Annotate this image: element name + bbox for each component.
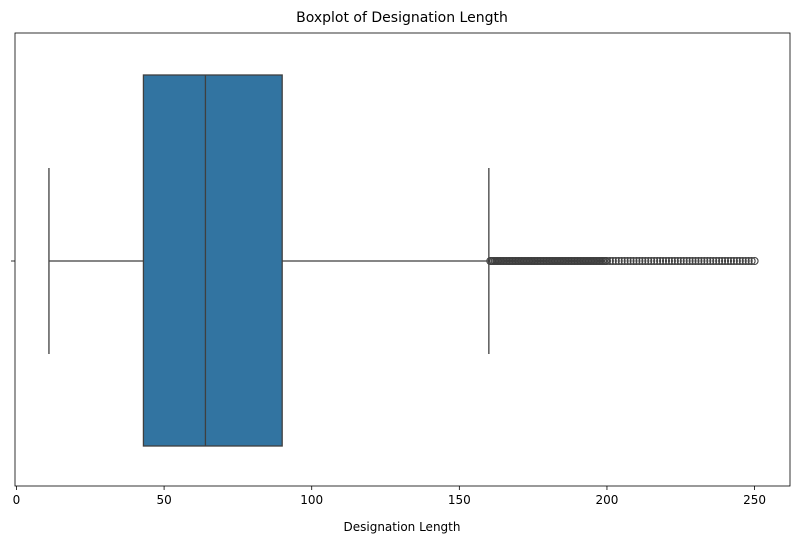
outlier-point xyxy=(741,256,750,266)
outlier-point xyxy=(729,256,738,266)
outlier-point xyxy=(611,256,620,266)
x-tick-label: 0 xyxy=(13,493,21,507)
iqr-box xyxy=(142,74,283,447)
x-tick-label: 200 xyxy=(595,493,618,507)
x-tick-label: 100 xyxy=(300,493,323,507)
outlier-point xyxy=(700,256,709,266)
outlier-point xyxy=(720,256,730,266)
outlier-point xyxy=(658,256,668,266)
outlier-point xyxy=(608,256,617,266)
outlier-point xyxy=(617,256,626,266)
outlier-point xyxy=(620,256,629,266)
outlier-point xyxy=(632,256,641,266)
outlier-point xyxy=(691,256,700,266)
outlier-point xyxy=(623,256,632,266)
outlier-point xyxy=(715,256,724,266)
outlier-point xyxy=(697,256,706,266)
outlier-point xyxy=(747,256,756,266)
outlier-point xyxy=(605,256,614,266)
outlier-point xyxy=(602,256,612,266)
outlier-point xyxy=(650,256,659,266)
outlier-point xyxy=(682,256,691,266)
outlier-point xyxy=(706,256,715,266)
outlier-point xyxy=(629,256,638,266)
outlier-point xyxy=(626,256,635,266)
outlier-point xyxy=(661,256,671,266)
x-axis-label: Designation Length xyxy=(344,520,461,534)
outlier-point xyxy=(614,256,623,266)
outlier-point xyxy=(664,256,674,266)
outlier-point xyxy=(676,256,685,266)
outlier-point xyxy=(670,256,679,266)
outlier-point xyxy=(735,256,744,266)
axes-frame xyxy=(14,32,791,487)
outlier-point xyxy=(635,256,644,266)
outlier-point xyxy=(750,256,759,266)
outlier-point xyxy=(688,256,697,266)
outlier-point xyxy=(703,256,712,266)
outlier-point xyxy=(679,256,688,266)
outlier-point xyxy=(656,256,665,266)
outlier-point xyxy=(694,256,703,266)
outlier-point xyxy=(712,256,721,266)
x-tick-label: 50 xyxy=(156,493,171,507)
x-tick-label: 150 xyxy=(448,493,471,507)
outlier-point xyxy=(667,256,676,266)
outlier-point xyxy=(723,256,733,266)
plot-area xyxy=(48,74,759,447)
outlier-point xyxy=(644,256,653,266)
x-tick-label: 250 xyxy=(743,493,766,507)
outlier-point xyxy=(709,256,718,266)
outlier-point xyxy=(685,256,694,266)
outlier-point xyxy=(673,256,682,266)
outlier-point xyxy=(718,256,727,266)
outlier-point xyxy=(738,256,747,266)
chart-title: Boxplot of Designation Length xyxy=(296,10,508,26)
outlier-point xyxy=(653,256,662,266)
outlier-point xyxy=(638,256,647,266)
outlier-point xyxy=(732,256,741,266)
outlier-point xyxy=(641,256,650,266)
outlier-point xyxy=(647,256,656,266)
outlier-points xyxy=(486,256,759,266)
x-axis-ticks: 0 50 100 150 200 250 xyxy=(13,486,766,507)
outlier-point xyxy=(744,256,753,266)
outlier-point xyxy=(726,256,736,266)
